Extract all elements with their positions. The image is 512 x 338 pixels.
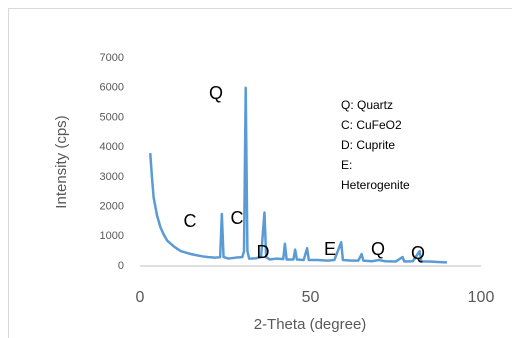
y-tick-label: 2000: [100, 200, 124, 212]
x-tick-label: 0: [136, 289, 145, 306]
legend-text: E:: [341, 158, 352, 172]
peak-annotation: Q: [371, 239, 385, 259]
x-tick-label: 50: [302, 289, 320, 306]
x-tick-label: 100: [468, 289, 495, 306]
x-axis-title: 2-Theta (degree): [254, 316, 367, 333]
peak-annotation: E: [324, 239, 336, 259]
data-line: [148, 86, 447, 264]
y-axis-title: Intensity (cps): [53, 115, 70, 208]
legend-text: Q: Quartz: [341, 98, 393, 112]
y-tick-label: 5000: [100, 111, 124, 123]
y-tick-label: 6000: [100, 82, 124, 94]
legend-text: D: Cuprite: [341, 138, 395, 152]
y-tick-label: 4000: [100, 141, 124, 153]
peak-annotation: C: [231, 208, 244, 228]
peak-annotation: Q: [411, 243, 425, 263]
y-tick-label: 3000: [100, 171, 124, 183]
y-tick-label: 7000: [100, 52, 124, 64]
y-tick-label: 1000: [100, 230, 124, 242]
peak-annotation: C: [184, 211, 197, 231]
peak-annotation: Q: [209, 83, 223, 103]
y-tick-label: 0: [118, 260, 124, 272]
legend-text: Heterogenite: [341, 178, 410, 192]
legend-text: C: CuFeO2: [341, 118, 402, 132]
chart-frame: [8, 8, 512, 338]
peak-annotation: D: [257, 242, 270, 262]
